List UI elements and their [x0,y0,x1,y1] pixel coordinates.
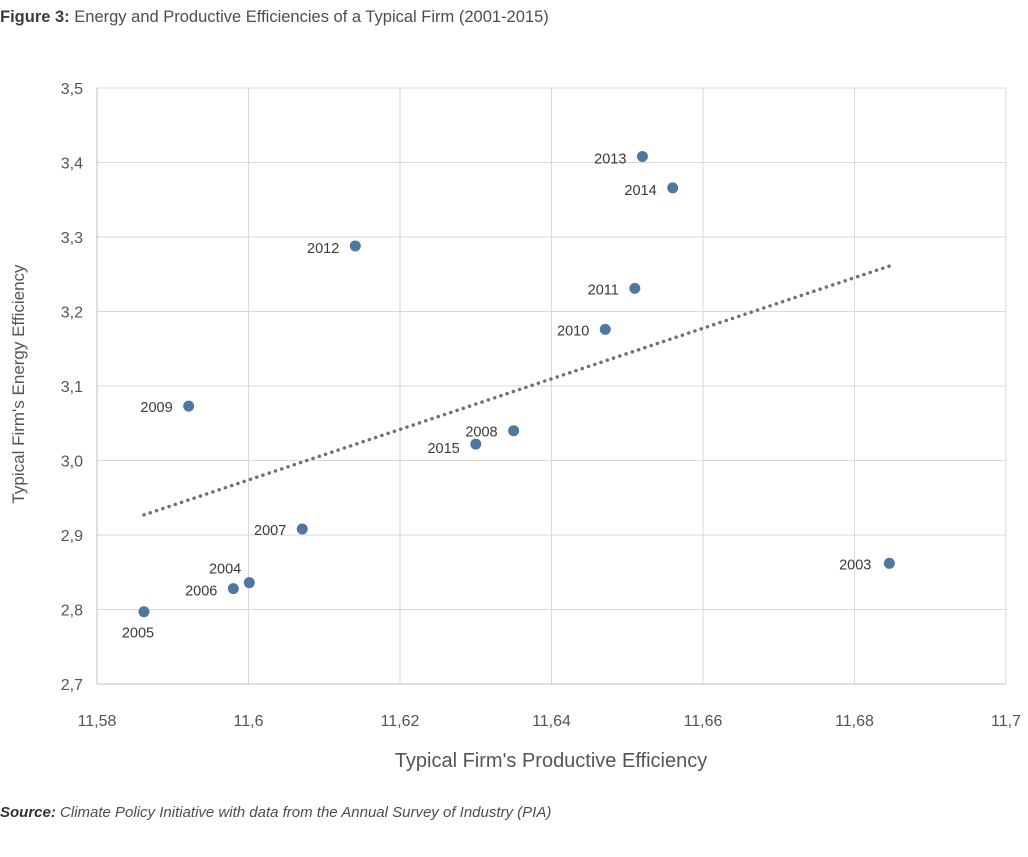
point-label-2008: 2008 [465,425,497,441]
data-point-2006 [227,583,239,595]
y-tick-label: 3,3 [61,230,83,247]
x-tick-label: 11,6 [234,713,264,730]
point-label-2007: 2007 [254,523,286,539]
x-tick-label: 11,64 [532,713,571,730]
data-point-2004 [243,577,255,589]
source-note: Source: Climate Policy Initiative with d… [0,804,551,821]
x-tick-label: 11,66 [684,713,723,730]
y-axis-label: Typical Firm's Energy Efficiency [9,264,28,504]
point-label-2011: 2011 [588,282,619,298]
data-point-2011 [629,282,641,294]
point-label-2003: 2003 [839,557,871,573]
point-label-2004: 2004 [209,562,241,578]
point-label-2006: 2006 [185,584,217,600]
point-label-2012: 2012 [307,241,339,257]
data-point-2003 [883,557,895,569]
data-point-2013 [636,151,648,163]
data-point-2009 [183,400,195,412]
data-point-2015 [470,438,482,450]
source-label: Source: [0,804,56,821]
trendline [142,264,892,517]
scatter-chart: 2,7 2,8 2,9 3,0 3,1 3,2 3,3 3,4 3,5 11,58 11,6 11,6… [9,81,1021,772]
y-tick-label: 3,4 [61,156,83,173]
data-point-2012 [349,240,361,252]
x-tick-label: 11,7 [991,713,1021,730]
data-point-2008 [508,425,520,437]
figure-title: Figure 3: Energy and Productive Efficien… [0,8,549,27]
y-tick-label: 2,8 [61,603,83,620]
point-labels: 2003 2004 2005 2006 2007 2008 2009 2010 2011 2012… [122,152,872,642]
y-tick-label: 3,1 [61,379,83,396]
data-point-2007 [296,523,308,535]
point-label-2013: 2013 [594,152,626,168]
source-text: Climate Policy Initiative with data from… [60,804,552,821]
y-tick-label: 2,7 [61,677,83,694]
x-tick-label: 11,68 [835,713,874,730]
figure-label: Figure 3: [0,8,70,26]
point-label-2010: 2010 [557,323,589,339]
data-points [138,151,895,618]
figure-title-text: Energy and Productive Efficiencies of a … [74,8,549,26]
y-tick-label: 3,2 [61,305,83,322]
chart-gridlines [96,87,1007,685]
y-tick-label: 3,5 [61,81,83,98]
x-tick-label: 11,58 [78,713,117,730]
data-point-2014 [667,182,679,194]
trendline-group [142,264,892,517]
point-label-2014: 2014 [624,183,656,199]
y-tick-label: 2,9 [61,528,83,545]
point-label-2015: 2015 [427,441,459,457]
x-tick-label: 11,62 [381,713,420,730]
data-point-2005 [138,606,150,618]
x-axis-label: Typical Firm's Productive Efficiency [395,750,707,772]
point-label-2005: 2005 [122,626,154,642]
point-label-2009: 2009 [140,400,172,416]
chart-axes: 2,7 2,8 2,9 3,0 3,1 3,2 3,3 3,4 3,5 11,58 11,6 11,6… [61,81,1021,730]
data-point-2010 [599,323,611,335]
y-tick-label: 3,0 [61,454,83,471]
